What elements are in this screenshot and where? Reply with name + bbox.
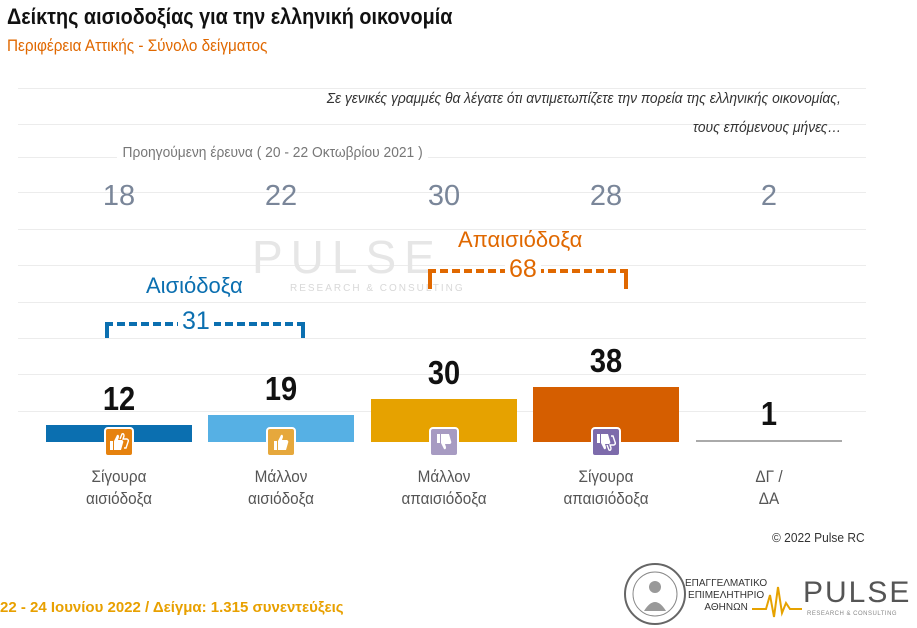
copyright: © 2022 Pulse RC — [772, 530, 865, 545]
category-label-line: απαισιόδοξα — [401, 489, 487, 508]
gridline — [18, 374, 866, 375]
question-line-1: Σε γενικές γραμμές θα λέγατε ότι αντιμετ… — [326, 90, 841, 107]
previous-value-label: 2 — [760, 180, 778, 212]
current-value-label: 19 — [264, 369, 298, 407]
pulse-logo-sub: RESEARCH & CONSULTING — [807, 611, 898, 617]
category-label-line: απαισιόδοξα — [563, 489, 649, 508]
gridline — [18, 192, 866, 193]
watermark-sub: RESEARCH & CONSULTING — [290, 283, 465, 294]
category-label-line: Σίγουρα — [91, 467, 147, 486]
gridline — [18, 338, 866, 339]
bracket-end — [105, 322, 109, 338]
category-label-line: ΔΑ — [758, 489, 780, 508]
watermark-logo: PULSE — [252, 231, 443, 283]
previous-value-label: 30 — [427, 180, 461, 212]
bracket-end — [428, 269, 432, 289]
gridline — [18, 88, 866, 89]
gridline — [18, 265, 866, 266]
bracket-end — [301, 322, 305, 338]
group-label-optimistic: Αισιόδοξα — [146, 273, 243, 298]
gridline — [18, 302, 866, 303]
group-label-pessimistic: Απαισιόδοξα — [458, 227, 583, 252]
chamber-name: ΕΠΑΓΓΕΛΜΑΤΙΚΟ ΕΠΙΜΕΛΗΤΗΡΙΟ ΑΘΗΝΩΝ — [685, 578, 767, 614]
previous-value-label: 22 — [264, 180, 298, 212]
category-label-line: ΔΓ / — [755, 467, 783, 486]
thumbs-down-double-icon — [591, 427, 621, 457]
chamber-line-3: ΑΘΗΝΩΝ — [704, 602, 748, 613]
category-label-line: Σίγουρα — [578, 467, 634, 486]
current-value-label: 12 — [102, 379, 136, 417]
category-label-line: αισιόδοξα — [248, 489, 314, 508]
category-label: ΔΓ / ΔΑ — [706, 466, 832, 510]
prometheus-icon — [632, 571, 678, 617]
thumbs-up-icon — [266, 427, 296, 457]
gridline — [18, 157, 866, 158]
current-value-label: 38 — [589, 342, 623, 380]
previous-value-label: 28 — [589, 180, 623, 212]
pulse-wave-icon — [752, 586, 802, 618]
current-value-label: 1 — [760, 395, 778, 432]
page-subtitle: Περιφέρεια Αττικής - Σύνολο δείγματος — [7, 36, 268, 55]
bracket-end — [624, 269, 628, 289]
thumbs-up-double-icon — [104, 427, 134, 457]
category-label-line: Μάλλον — [417, 467, 471, 486]
category-label: Μάλλον απαισιόδοξα — [381, 466, 507, 510]
chamber-line-2: ΕΠΙΜΕΛΗΤΗΡΙΟ — [688, 590, 765, 601]
category-label-line: Μάλλον — [254, 467, 308, 486]
bar — [696, 440, 842, 442]
gridline — [18, 124, 866, 125]
thumbs-down-icon — [429, 427, 459, 457]
chamber-seal-logo — [624, 563, 686, 625]
category-label: Σίγουρα απαισιόδοξα — [543, 466, 669, 510]
previous-survey-label: Προηγούμενη έρευνα ( 20 - 22 Οκτωβρίου 2… — [117, 144, 429, 161]
page-title: Δείκτης αισιοδοξίας για την ελληνική οικ… — [7, 4, 453, 29]
group-total-pessimistic: 68 — [505, 255, 541, 284]
survey-footer: 22 - 24 Ιουνίου 2022 / Δείγμα: 1.315 συν… — [0, 599, 344, 616]
question-line-2: τους επόμενους μήνες… — [692, 119, 841, 136]
category-label: Μάλλον αισιόδοξα — [218, 466, 344, 510]
gridline — [18, 229, 866, 230]
previous-value-label: 18 — [102, 180, 136, 212]
category-label: Σίγουρα αισιόδοξα — [56, 466, 182, 510]
chamber-line-1: ΕΠΑΓΓΕΛΜΑΤΙΚΟ — [685, 578, 768, 589]
group-total-optimistic: 31 — [178, 307, 214, 336]
category-label-line: αισιόδοξα — [86, 489, 152, 508]
current-value-label: 30 — [427, 353, 461, 391]
pulse-logo: PULSE — [803, 576, 912, 609]
